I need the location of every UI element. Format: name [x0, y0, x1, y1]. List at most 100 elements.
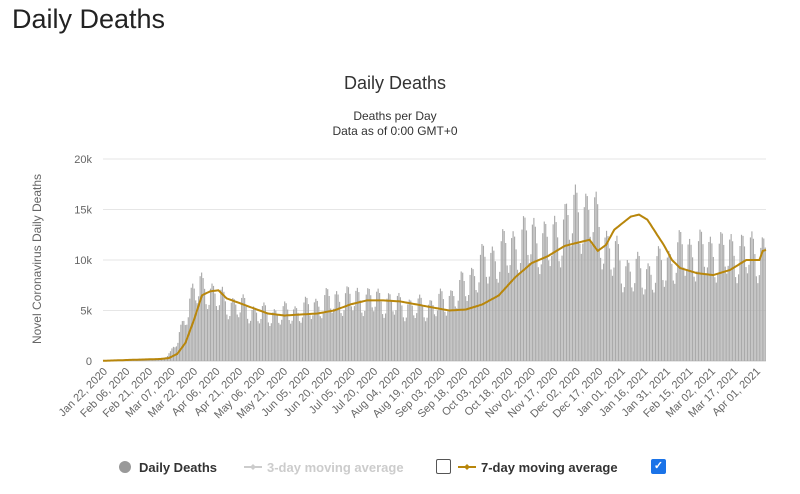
bar-daily-deaths	[700, 231, 703, 361]
bar-daily-deaths	[591, 244, 593, 361]
bar-daily-deaths	[580, 253, 582, 361]
bar-daily-deaths	[620, 283, 622, 361]
bar-daily-deaths	[312, 315, 314, 361]
bar-daily-deaths	[229, 316, 231, 361]
bar-daily-deaths	[284, 301, 286, 361]
bar-daily-deaths	[519, 263, 522, 361]
bar-daily-deaths	[331, 312, 333, 361]
bar-daily-deaths	[640, 268, 642, 361]
checkbox-7-day-moving-average[interactable]: ✓	[651, 459, 666, 474]
bar-daily-deaths	[564, 204, 566, 361]
bar-daily-deaths	[248, 323, 250, 361]
bar-daily-deaths	[554, 215, 556, 361]
bar-daily-deaths	[611, 275, 614, 361]
bar-daily-deaths	[379, 293, 381, 361]
bar-daily-deaths	[729, 239, 731, 361]
bar-daily-deaths	[447, 311, 449, 361]
legend-item-3-day-moving-average[interactable]: 3-day moving average	[244, 456, 404, 478]
bar-daily-deaths	[539, 274, 541, 361]
bar-daily-deaths	[493, 250, 495, 361]
bar-daily-deaths	[613, 267, 615, 361]
bar-daily-deaths	[393, 314, 396, 361]
bar-daily-deaths	[423, 317, 425, 361]
bar-daily-deaths	[448, 295, 450, 361]
bar-daily-deaths	[373, 311, 375, 361]
bar-daily-deaths	[726, 273, 728, 361]
bar-daily-deaths	[291, 320, 293, 361]
bar-daily-deaths	[407, 304, 409, 361]
legend-label-7-day: 7-day moving average	[481, 459, 618, 475]
bar-daily-deaths	[631, 287, 633, 361]
bar-daily-deaths	[534, 226, 536, 361]
bar-daily-deaths	[365, 294, 367, 361]
bar-daily-deaths	[687, 244, 689, 361]
bar-daily-deaths	[585, 193, 587, 361]
bar-daily-deaths	[607, 236, 609, 361]
bar-daily-deaths	[654, 282, 657, 361]
bar-daily-deaths	[221, 286, 223, 361]
bar-daily-deaths	[761, 237, 763, 361]
bar-daily-deaths	[429, 300, 431, 361]
bar-daily-deaths	[502, 229, 504, 361]
bar-daily-deaths	[220, 289, 222, 361]
chart-title: Daily Deaths	[344, 73, 446, 93]
bar-daily-deaths	[692, 257, 694, 361]
bar-daily-deaths	[252, 306, 255, 361]
bar-daily-deaths	[340, 313, 342, 361]
bar-daily-deaths	[608, 248, 611, 361]
bar-daily-deaths	[665, 280, 667, 361]
bar-daily-deaths	[499, 271, 501, 361]
bar-daily-deaths	[235, 304, 237, 361]
bar-daily-deaths	[663, 286, 665, 361]
bar-daily-deaths	[441, 291, 443, 361]
legend-item-7-day-moving-average[interactable]: 7-day moving average	[458, 456, 618, 478]
bar-daily-deaths	[488, 276, 490, 361]
bar-daily-deaths	[648, 266, 651, 361]
bar-daily-deaths	[594, 197, 596, 361]
bar-daily-deaths	[651, 289, 654, 361]
bar-daily-deaths	[313, 302, 315, 361]
bar-daily-deaths	[742, 235, 744, 361]
checkbox-3-day-moving-average[interactable]	[436, 459, 451, 474]
bar-daily-deaths	[204, 288, 206, 361]
bar-daily-deaths	[562, 219, 565, 361]
bar-daily-deaths	[300, 322, 302, 361]
bar-daily-deaths	[689, 238, 691, 361]
bar-daily-deaths	[382, 314, 384, 361]
bar-daily-deaths	[383, 317, 385, 361]
bar-daily-deaths	[255, 312, 258, 361]
bar-daily-deaths	[272, 312, 274, 361]
bar-daily-deaths	[206, 309, 209, 361]
bar-daily-deaths	[390, 300, 393, 361]
bar-daily-deaths	[346, 286, 348, 361]
bar-daily-deaths	[432, 305, 434, 361]
bar-daily-deaths	[236, 314, 238, 361]
bar-daily-deaths	[730, 234, 732, 361]
bar-daily-deaths	[512, 231, 514, 361]
bar-daily-deaths	[376, 291, 378, 361]
bar-daily-deaths	[540, 264, 542, 361]
bar-daily-deaths	[600, 257, 602, 361]
bar-daily-deaths	[660, 260, 663, 361]
bar-daily-deaths	[629, 271, 631, 361]
bar-daily-deaths	[422, 305, 424, 361]
bar-daily-deaths	[518, 274, 520, 361]
bar-daily-deaths	[684, 275, 686, 361]
bar-daily-deaths	[417, 298, 419, 361]
legend-item-daily-deaths[interactable]: Daily Deaths	[117, 456, 217, 478]
bar-daily-deaths	[462, 272, 464, 361]
bar-daily-deaths	[399, 297, 401, 361]
bar-daily-deaths	[484, 256, 486, 361]
bar-daily-deaths	[530, 254, 532, 361]
bar-daily-deaths	[481, 244, 483, 361]
bar-daily-deaths	[749, 237, 752, 361]
bar-daily-deaths	[353, 306, 355, 361]
bar-daily-deaths	[330, 308, 332, 361]
bar-daily-deaths	[426, 317, 428, 361]
bar-daily-deaths	[435, 316, 437, 361]
bar-daily-deaths	[714, 277, 716, 361]
bar-daily-deaths	[285, 303, 287, 361]
bar-daily-deaths	[478, 282, 480, 361]
bar-daily-deaths	[515, 249, 517, 361]
